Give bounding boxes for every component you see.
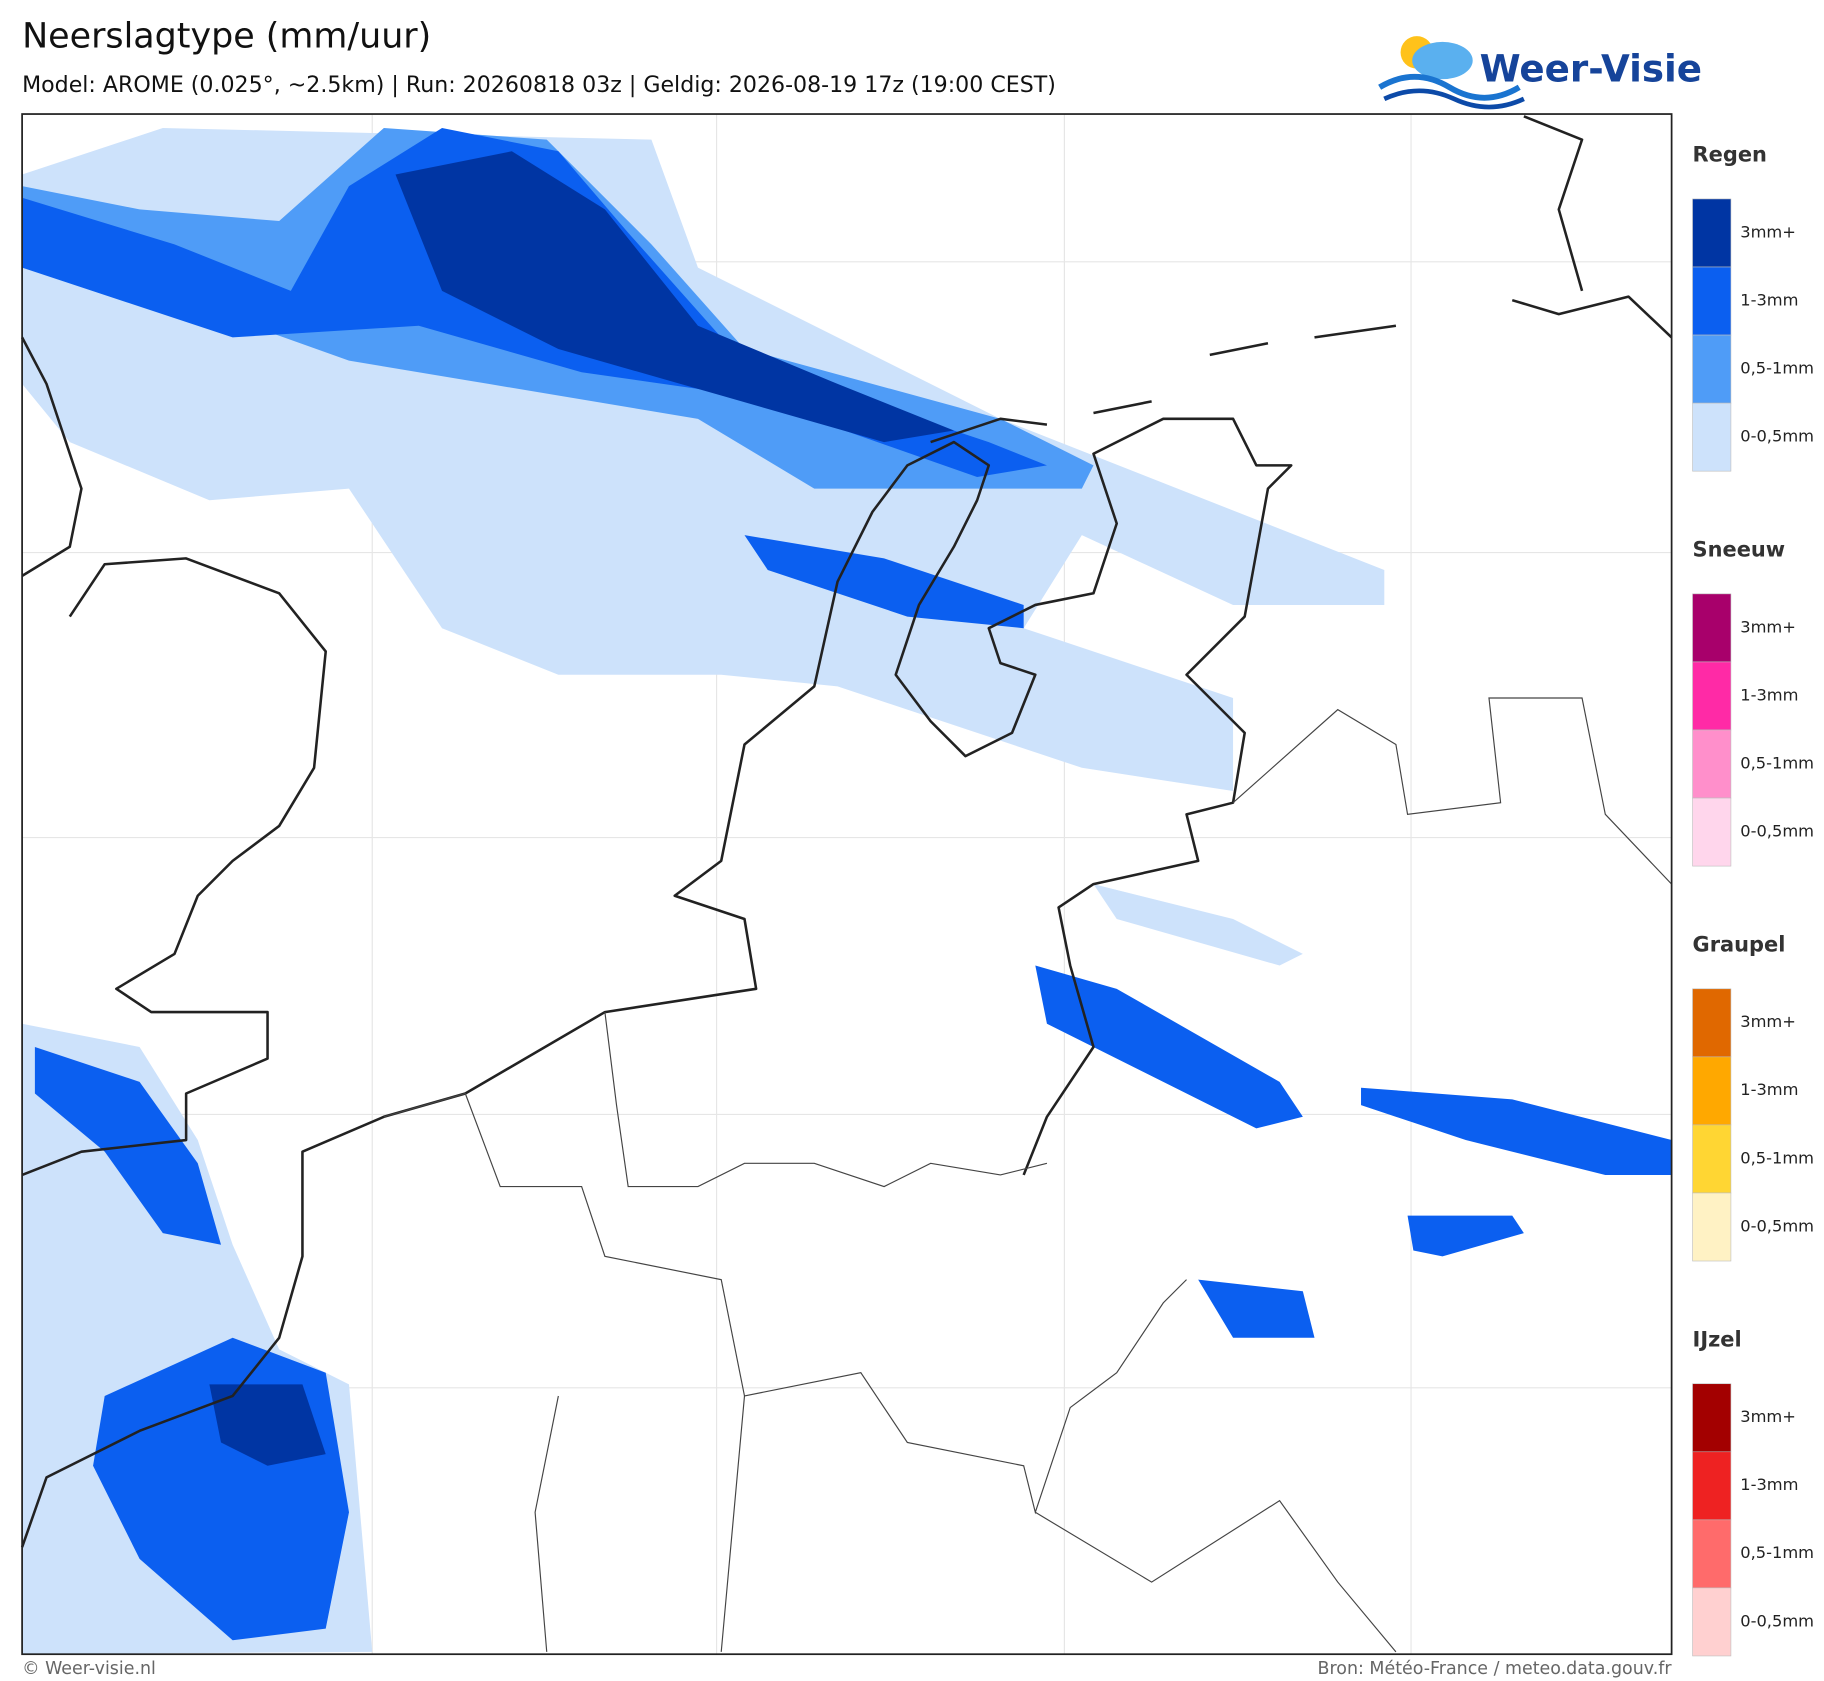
legend-swatch <box>1692 729 1732 799</box>
logo-text: Weer-Visie <box>1480 46 1702 90</box>
legend-swatch <box>1692 1519 1732 1589</box>
legend-swatch <box>1692 988 1732 1058</box>
legend-label: 0-0,5mm <box>1740 1216 1814 1235</box>
legend-swatch <box>1692 1383 1732 1453</box>
legend-label: 1-3mm <box>1740 685 1798 704</box>
legend-label: 1-3mm <box>1740 290 1798 309</box>
legend-label: 0,5-1mm <box>1740 1543 1814 1562</box>
legend-swatch <box>1692 593 1732 663</box>
legend-label: 0-0,5mm <box>1740 821 1814 840</box>
coastline <box>20 115 1673 1548</box>
legend-swatch <box>1692 198 1732 268</box>
title: Neerslagtype (mm/uur) <box>22 17 431 57</box>
legend-label: 3mm+ <box>1740 222 1796 241</box>
legend-swatch <box>1692 661 1732 731</box>
logo: Weer-Visie <box>1378 36 1702 110</box>
legend-swatch <box>1692 1451 1732 1521</box>
legend: Regen 3mm+ 1-3mm 0,5-1mm 0-0,5mm Sneeuw 3mm+ 1-… <box>1692 143 1814 1657</box>
legend-label: 0,5-1mm <box>1740 358 1814 377</box>
legend-label: 1-3mm <box>1740 1080 1798 1099</box>
footer-left: © Weer-visie.nl <box>22 1659 156 1679</box>
map <box>20 113 1673 1656</box>
legend-label: 0,5-1mm <box>1740 1148 1814 1167</box>
legend-label: 1-3mm <box>1740 1475 1798 1494</box>
legend-section-title: IJzel <box>1693 1328 1742 1352</box>
legend-label: 0-0,5mm <box>1740 1611 1814 1630</box>
legend-label: 3mm+ <box>1740 1012 1796 1031</box>
legend-label: 3mm+ <box>1740 617 1796 636</box>
legend-swatch <box>1692 1056 1732 1126</box>
precipitation <box>22 128 1672 1655</box>
legend-swatch <box>1692 1587 1732 1657</box>
legend-label: 0-0,5mm <box>1740 427 1814 446</box>
legend-label: 0,5-1mm <box>1740 753 1814 772</box>
legend-swatch <box>1692 334 1732 404</box>
legend-swatch <box>1692 1124 1732 1194</box>
legend-section-title: Graupel <box>1693 933 1786 957</box>
legend-label: 3mm+ <box>1740 1407 1796 1426</box>
legend-section-title: Sneeuw <box>1693 538 1786 562</box>
legend-swatch <box>1692 402 1732 472</box>
legend-swatch <box>1692 266 1732 336</box>
borders <box>383 697 1673 1653</box>
legend-swatch <box>1692 1192 1732 1262</box>
legend-swatch <box>1692 797 1732 867</box>
legend-section-title: Regen <box>1693 143 1767 167</box>
subtitle: Model: AROME (0.025°, ~2.5km) | Run: 202… <box>22 72 1056 98</box>
footer-right: Bron: Météo-France / meteo.data.gouv.fr <box>1318 1659 1673 1679</box>
